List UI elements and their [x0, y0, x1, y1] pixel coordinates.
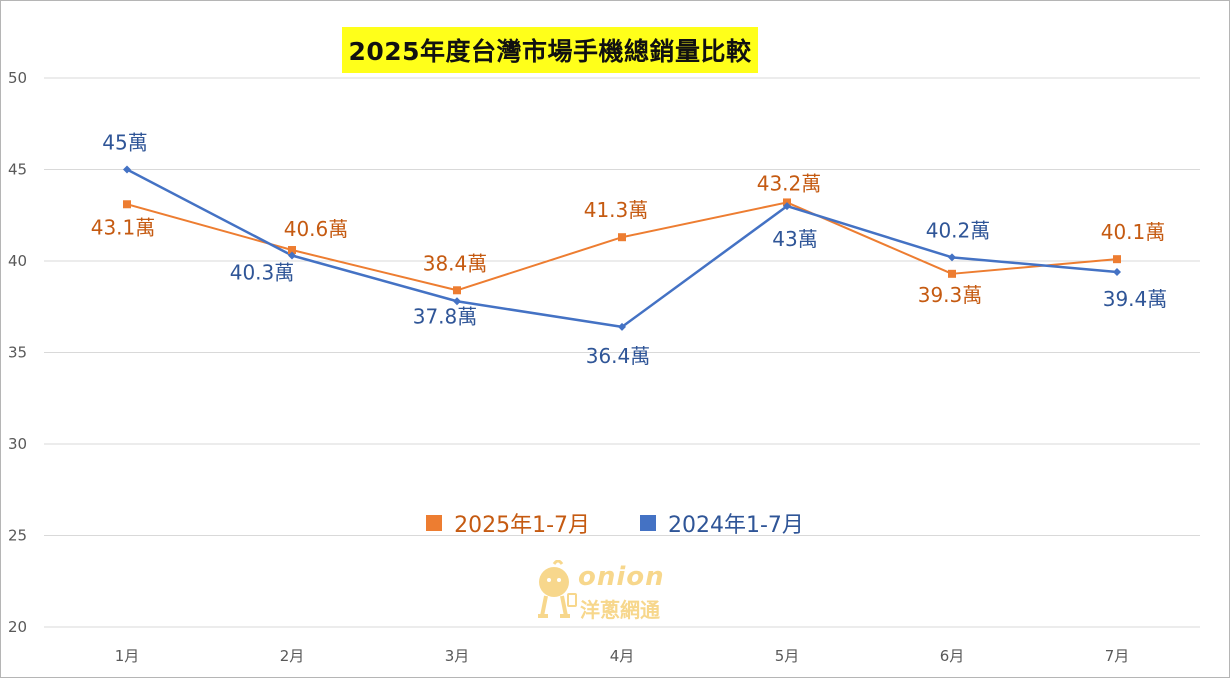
legend-item-2024[interactable]: 2024年1-7月 [640, 507, 804, 539]
point-marker[interactable] [618, 233, 626, 242]
legend-label-2024: 2024年1-7月 [668, 513, 804, 538]
chart-title: 2025年度台灣市場手機總銷量比較 [348, 37, 752, 66]
x-tick-label: 1月 [115, 647, 140, 665]
data-label: 36.4萬 [586, 344, 651, 368]
y-tick-label: 30 [8, 435, 27, 453]
point-marker[interactable] [453, 297, 461, 306]
legend-label-2025: 2025年1-7月 [454, 513, 590, 538]
watermark: onion 洋蔥網通 [530, 560, 690, 622]
watermark-name: 洋蔥網通 [580, 598, 660, 622]
point-marker[interactable] [453, 286, 461, 295]
point-marker[interactable] [1113, 255, 1121, 264]
x-tick-label: 5月 [775, 647, 800, 665]
data-label: 41.3萬 [584, 198, 649, 222]
point-marker[interactable] [948, 253, 956, 262]
point-marker[interactable] [948, 269, 956, 278]
data-label: 43.2萬 [757, 171, 822, 195]
point-marker[interactable] [783, 202, 791, 211]
data-label: 38.4萬 [423, 251, 488, 275]
point-marker[interactable] [123, 165, 131, 174]
point-marker[interactable] [1113, 267, 1121, 276]
data-label: 43萬 [772, 227, 817, 251]
legend: 2025年1-7月 2024年1-7月 [0, 507, 1230, 539]
data-label: 40.6萬 [284, 217, 349, 241]
chart-title-box: 2025年度台灣市場手機總銷量比較 [342, 27, 758, 73]
legend-swatch-2024 [640, 515, 656, 531]
data-label: 40.2萬 [926, 218, 991, 242]
data-label: 43.1萬 [91, 215, 156, 239]
x-tick-label: 2月 [280, 647, 305, 665]
legend-item-2025[interactable]: 2025年1-7月 [426, 507, 590, 539]
point-marker[interactable] [288, 246, 296, 255]
y-tick-label: 45 [8, 161, 27, 179]
onion-mascot-icon [538, 560, 577, 618]
data-label: 40.3萬 [230, 261, 295, 285]
data-label: 39.4萬 [1103, 287, 1168, 311]
y-tick-label: 50 [8, 69, 27, 87]
point-marker[interactable] [288, 251, 296, 260]
x-axis-ticks: 1月 2月 3月 4月 5月 6月 7月 [115, 647, 1130, 665]
x-tick-label: 3月 [445, 647, 470, 665]
data-labels: 43.1萬 40.6萬 38.4萬 41.3萬 43.2萬 39.3萬 40.1萬 45萬 40… [91, 131, 1168, 368]
x-tick-label: 7月 [1105, 647, 1130, 665]
y-tick-label: 35 [8, 344, 27, 362]
y-tick-label: 20 [8, 618, 27, 636]
data-label: 45萬 [102, 131, 147, 155]
data-label: 39.3萬 [918, 283, 983, 307]
watermark-brand: onion [578, 562, 665, 592]
data-label: 37.8萬 [413, 304, 478, 328]
point-marker[interactable] [123, 200, 131, 209]
gridlines [44, 77, 1200, 628]
y-axis-ticks: 20 25 30 35 40 45 50 [8, 69, 27, 636]
x-tick-label: 6月 [940, 647, 965, 665]
point-marker[interactable] [618, 322, 626, 331]
legend-swatch-2025 [426, 515, 443, 531]
y-tick-label: 25 [8, 527, 27, 545]
data-label: 40.1萬 [1101, 220, 1166, 244]
y-tick-label: 40 [8, 252, 27, 270]
x-tick-label: 4月 [610, 647, 635, 665]
series-markers [123, 165, 1121, 331]
